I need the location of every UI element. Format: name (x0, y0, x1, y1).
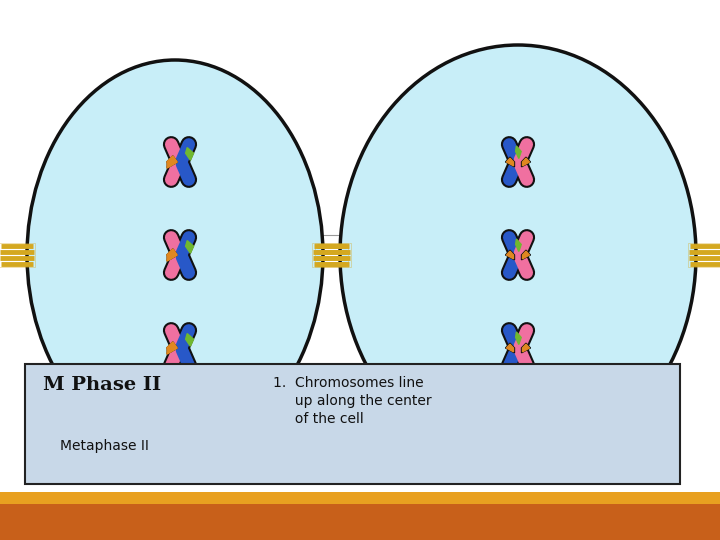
Text: M Phase II: M Phase II (43, 376, 161, 394)
Bar (312, 243, 348, 267)
Polygon shape (167, 249, 177, 261)
Text: Metaphase II: Metaphase II (60, 439, 149, 453)
Polygon shape (523, 344, 529, 352)
Polygon shape (505, 250, 515, 260)
Polygon shape (506, 251, 513, 259)
Polygon shape (521, 250, 531, 260)
Ellipse shape (27, 60, 323, 450)
Polygon shape (167, 249, 177, 261)
Polygon shape (523, 251, 529, 259)
Polygon shape (506, 344, 513, 352)
Bar (0, 492, 720, 504)
Bar (0, 504, 720, 540)
Polygon shape (167, 157, 177, 167)
Polygon shape (516, 146, 521, 158)
Polygon shape (521, 343, 531, 353)
Text: of the cell: of the cell (273, 412, 364, 426)
Polygon shape (186, 147, 194, 160)
Polygon shape (506, 158, 513, 166)
Polygon shape (167, 342, 177, 354)
Polygon shape (186, 241, 194, 253)
Bar (688, 243, 720, 267)
Polygon shape (516, 239, 521, 252)
Polygon shape (516, 332, 521, 345)
Ellipse shape (340, 45, 696, 465)
Bar (0, 243, 35, 267)
Text: up along the center: up along the center (273, 394, 431, 408)
Text: 1.  Chromosomes line: 1. Chromosomes line (273, 376, 423, 390)
Polygon shape (523, 158, 529, 166)
Bar (25, 364, 680, 484)
Polygon shape (505, 157, 515, 167)
Polygon shape (521, 157, 531, 167)
Polygon shape (186, 334, 194, 346)
Polygon shape (505, 343, 515, 353)
Polygon shape (167, 342, 177, 354)
Bar (315, 243, 351, 267)
Polygon shape (167, 157, 177, 167)
